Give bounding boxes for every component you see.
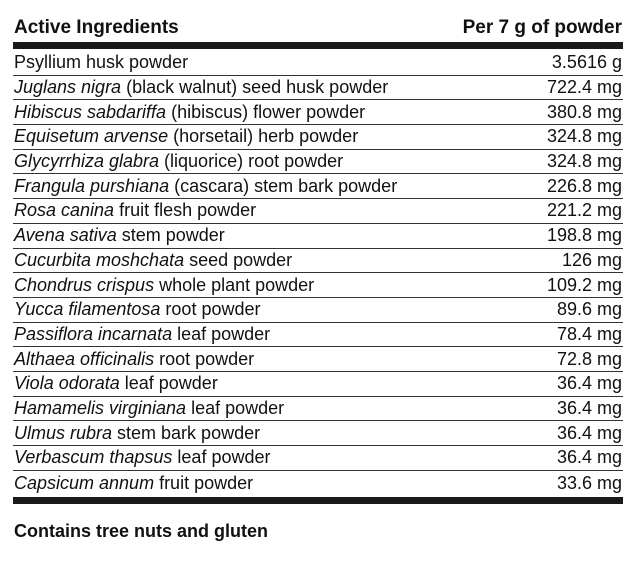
- ingredient-amount: 198.8 mg: [546, 225, 622, 246]
- ingredient-name: Avena sativa stem powder: [14, 225, 225, 246]
- table-row: Viola odorata leaf powder 36.4 mg: [13, 372, 623, 397]
- ingredient-common-name: fruit flesh powder: [114, 200, 257, 221]
- ingredient-common-name: (black walnut) seed husk powder: [121, 77, 389, 98]
- ingredient-common-name: leaf powder: [172, 447, 271, 468]
- ingredient-name: Ulmus rubra stem bark powder: [14, 423, 260, 444]
- table-row: Passiflora incarnata leaf powder 78.4 mg: [13, 323, 623, 348]
- ingredient-name: Frangula purshiana (cascara) stem bark p…: [14, 176, 397, 197]
- ingredient-latin-name: Hamamelis virginiana: [14, 397, 187, 418]
- ingredient-common-name: leaf powder: [119, 373, 218, 394]
- table-row: Ulmus rubra stem bark powder 36.4 mg: [13, 421, 623, 446]
- ingredient-name: Psyllium husk powder: [14, 52, 188, 73]
- ingredient-name: Equisetum arvense (horsetail) herb powde…: [14, 126, 358, 147]
- ingredient-name: Hamamelis virginiana leaf powder: [14, 398, 284, 419]
- ingredient-common-name: root powder: [160, 299, 261, 320]
- ingredient-common-name: (cascara) stem bark powder: [169, 175, 398, 196]
- ingredient-common-name: (horsetail) herb powder: [168, 126, 359, 147]
- ingredient-amount: 324.8 mg: [546, 126, 622, 147]
- ingredient-name: Hibiscus sabdariffa (hibiscus) flower po…: [14, 102, 365, 123]
- table-row: Hibiscus sabdariffa (hibiscus) flower po…: [13, 100, 623, 126]
- ingredient-name: Glycyrrhiza glabra (liquorice) root powd…: [14, 151, 343, 172]
- ingredient-name: Yucca filamentosa root powder: [14, 299, 260, 320]
- ingredient-name: Cucurbita moshchata seed powder: [14, 250, 292, 271]
- ingredient-amount: 72.8 mg: [556, 348, 622, 369]
- ingredient-amount: 109.2 mg: [546, 274, 622, 295]
- ingredient-amount: 380.8 mg: [546, 101, 622, 122]
- ingredient-amount: 33.6 mg: [556, 472, 622, 493]
- ingredient-latin-name: Avena sativa: [14, 225, 117, 246]
- ingredient-name: Juglans nigra (black walnut) seed husk p…: [14, 77, 388, 98]
- header-divider: [13, 42, 623, 49]
- table-row: Hamamelis virginiana leaf powder 36.4 mg: [13, 397, 623, 422]
- ingredient-name: Capsicum annum fruit powder: [14, 473, 253, 494]
- ingredient-amount: 3.5616 g: [551, 52, 622, 73]
- table-row: Verbascum thapsus leaf powder 36.4 mg: [13, 446, 623, 471]
- table-header: Active Ingredients Per 7 g of powder: [13, 13, 623, 39]
- header-amount: Per 7 g of powder: [462, 17, 622, 38]
- ingredient-latin-name: Verbascum thapsus: [14, 447, 173, 468]
- ingredient-common-name: stem bark powder: [112, 422, 261, 443]
- ingredient-common-name: Psyllium husk powder: [14, 52, 189, 73]
- ingredient-latin-name: Viola odorata: [14, 373, 120, 394]
- ingredient-amount: 226.8 mg: [546, 175, 622, 196]
- ingredient-latin-name: Capsicum annum: [14, 472, 155, 493]
- ingredient-amount: 78.4 mg: [556, 323, 622, 344]
- ingredient-latin-name: Cucurbita moshchata: [14, 249, 185, 270]
- ingredient-common-name: leaf powder: [186, 397, 285, 418]
- ingredient-latin-name: Ulmus rubra: [14, 422, 113, 443]
- ingredient-common-name: fruit powder: [154, 472, 254, 493]
- ingredient-latin-name: Hibiscus sabdariffa: [14, 101, 167, 122]
- ingredient-latin-name: Althaea officinalis: [14, 348, 155, 369]
- ingredient-name: Rosa canina fruit flesh powder: [14, 200, 256, 221]
- ingredient-name: Althaea officinalis root powder: [14, 349, 254, 370]
- table-row: Chondrus crispus whole plant powder 109.2…: [13, 273, 623, 298]
- ingredient-amount: 89.6 mg: [556, 299, 622, 320]
- table-row: Cucurbita moshchata seed powder 126 mg: [13, 249, 623, 274]
- ingredient-amount: 36.4 mg: [556, 373, 622, 394]
- table-row: Frangula purshiana (cascara) stem bark p…: [13, 174, 623, 200]
- ingredient-latin-name: Frangula purshiana: [14, 175, 170, 196]
- ingredient-latin-name: Chondrus crispus: [14, 274, 155, 295]
- ingredients-list: Psyllium husk powder 3.5616 g Juglans nig…: [13, 51, 623, 495]
- ingredient-latin-name: Passiflora incarnata: [14, 323, 173, 344]
- allergen-notice: Contains tree nuts and gluten: [14, 521, 269, 542]
- ingredient-amount: 126 mg: [561, 249, 622, 270]
- ingredient-common-name: root powder: [154, 348, 255, 369]
- ingredient-name: Verbascum thapsus leaf powder: [14, 447, 270, 468]
- table-row: Glycyrrhiza glabra (liquorice) root powd…: [13, 150, 623, 175]
- ingredient-amount: 722.4 mg: [546, 77, 622, 98]
- ingredient-common-name: (liquorice) root powder: [159, 151, 344, 172]
- ingredient-name: Viola odorata leaf powder: [14, 373, 218, 394]
- ingredient-latin-name: Yucca filamentosa: [14, 299, 161, 320]
- table-row: Psyllium husk powder 3.5616 g: [13, 51, 623, 76]
- ingredient-latin-name: Juglans nigra: [14, 77, 122, 98]
- table-row: Avena sativa stem powder 198.8 mg: [13, 224, 623, 249]
- ingredient-amount: 36.4 mg: [556, 397, 622, 418]
- table-row: Capsicum annum fruit powder 33.6 mg: [13, 471, 623, 496]
- ingredient-amount: 36.4 mg: [556, 447, 622, 468]
- ingredient-name: Passiflora incarnata leaf powder: [14, 324, 270, 345]
- table-row: Equisetum arvense (horsetail) herb powde…: [13, 125, 623, 150]
- table-row: Juglans nigra (black walnut) seed husk p…: [13, 76, 623, 101]
- footer-divider: [13, 497, 623, 505]
- header-ingredients: Active Ingredients: [14, 17, 179, 38]
- ingredient-latin-name: Glycyrrhiza glabra: [14, 151, 160, 172]
- ingredient-common-name: (hibiscus) flower powder: [166, 101, 366, 122]
- ingredient-common-name: seed powder: [184, 249, 293, 270]
- ingredient-common-name: whole plant powder: [154, 274, 315, 295]
- table-row: Yucca filamentosa root powder 89.6 mg: [13, 298, 623, 323]
- ingredients-panel: Active Ingredients Per 7 g of powder Psy…: [13, 13, 623, 542]
- ingredient-latin-name: Rosa canina: [14, 200, 115, 221]
- ingredient-common-name: leaf powder: [172, 323, 271, 344]
- table-row: Rosa canina fruit flesh powder 221.2 mg: [13, 199, 623, 224]
- ingredient-amount: 324.8 mg: [546, 151, 622, 172]
- ingredient-name: Chondrus crispus whole plant powder: [14, 275, 314, 296]
- ingredient-amount: 36.4 mg: [556, 422, 622, 443]
- table-row: Althaea officinalis root powder 72.8 mg: [13, 347, 623, 372]
- ingredient-latin-name: Equisetum arvense: [14, 126, 169, 147]
- ingredient-amount: 221.2 mg: [546, 200, 622, 221]
- ingredient-common-name: stem powder: [116, 225, 225, 246]
